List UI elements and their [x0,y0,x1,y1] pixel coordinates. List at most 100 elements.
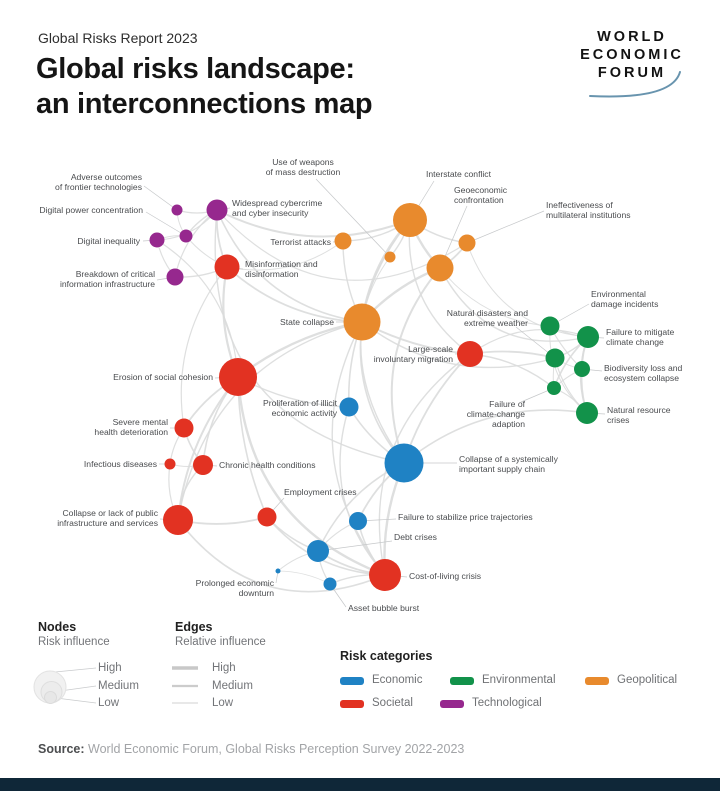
edge-fca-lim [469,353,555,389]
edge-gec-ftm [439,267,589,342]
label-ifd: Infectious diseases [84,459,157,469]
node-bci [166,268,184,286]
edge-bci-cyb [174,209,218,278]
label-ter: Terrorist attacks [270,237,331,247]
label-chc: Chronic health conditions [219,460,316,470]
label-nde: Natural disasters and extreme weather [447,308,528,328]
economic-swatch [340,677,364,685]
legend-node-low: Low [98,697,120,709]
label-din: Digital inequality [77,236,140,246]
legend-nodes-title: Nodes [38,620,77,634]
node-isc [393,203,427,237]
legend-categories-title: Risk categories [340,649,433,663]
label-adv: Adverse outcomes of frontier technologies [55,172,142,192]
node-din [149,232,165,248]
legend-nodes-subtitle: Risk influence [38,636,110,648]
edge-cyb-stc [216,209,363,323]
edge-stc-ero [237,320,363,378]
label-inm: Ineffectiveness of multilateral instituti… [546,200,631,220]
label-isc: Interstate conflict [426,169,492,179]
label-cyb: Widespread cybercrime and cyber insecurit… [232,198,322,218]
edge-stc-col [331,321,386,576]
node-gec [426,254,454,282]
node-ter [334,232,352,250]
node-emp [257,507,277,527]
legend-node-high: High [98,662,122,674]
node-chc [193,455,213,475]
node-adv [171,204,183,216]
edge-ero-din [156,239,239,378]
node-ssc [384,443,424,483]
geopolitical-swatch [585,677,609,685]
node-edi [540,316,560,336]
label-pia: Proliferation of illicit economic activit… [263,398,338,418]
label-emp: Employment crises [284,487,357,497]
node-cyb [206,199,228,221]
interconnections-map: Adverse outcomes of frontier technologies… [39,157,683,613]
societal-swatch [340,700,364,708]
edge-cyb-isc [216,209,411,238]
source-line: Source: World Economic Forum, Global Ris… [38,742,464,756]
label-bci: Breakdown of critical information infrast… [60,269,155,289]
leader-dpc [145,211,187,237]
logo-word-2: ECONOMIC [580,47,684,63]
edge-width-legend-icon [172,666,198,704]
environmental-swatch [450,677,474,685]
label-gec: Geoeconomic confrontation [454,185,508,205]
node-ifd [164,458,176,470]
edge-gec-ssc [390,267,441,464]
node-ero [219,358,257,396]
edge-stc-nde [361,321,556,369]
legend-edges-subtitle: Relative influence [175,636,266,648]
source-text: World Economic Forum, Global Risks Perce… [84,742,465,756]
leader-dbc [317,540,393,552]
label-wmd: Use of weapons of mass destruction [266,157,341,177]
edge-ftm-lim [469,328,589,355]
legend-edge-high: High [212,662,236,674]
label-col: Cost-of-living crisis [409,571,481,581]
leader-inm [466,210,545,244]
edge-mis-smh [180,266,228,429]
node-pia [339,397,359,417]
legend-node-medium: Medium [98,680,139,692]
node-fca [547,381,561,395]
edge-inm-ftm [466,242,589,338]
node-pis [163,505,193,535]
node-nde [545,348,565,368]
label-edi: Environmental damage incidents [591,289,658,309]
title-line-1: Global risks landscape: [36,53,355,85]
label-dpc: Digital power concentration [39,205,143,215]
leader-adv [143,185,178,211]
source-label: Source: [38,742,85,756]
logo-word-1: WORLD [597,29,667,45]
bottom-bar [0,778,720,791]
label-nrc: Natural resource crises [607,405,671,425]
label-ftm: Failure to mitigate climate change [606,327,675,347]
node-wmd [384,251,396,263]
technological-swatch [440,700,464,708]
legend-edge-medium: Medium [212,680,253,692]
label-smh: Severe mental health deterioration [94,417,168,437]
node-fsp [349,512,367,530]
label-abb: Asset bubble burst [348,603,420,613]
label-ssc: Collapse of a systemically important supp… [459,454,559,474]
node-bio [574,361,590,377]
node-smh [174,418,194,438]
node-ftm [577,326,599,348]
node-dbc [307,540,329,562]
edge-gec-edi [439,267,551,327]
node-dpc [179,229,193,243]
edge-pis-col [177,519,386,593]
node-abb [323,577,337,591]
label-fca: Failure of climate-change adaption [467,399,526,429]
label-mis: Misinformation and disinformation [245,259,318,279]
edge-ero-col [236,376,386,577]
label-fsp: Failure to stabilize price trajectories [398,512,533,522]
label-stc: State collapse [280,317,334,327]
logo-word-3: FORUM [597,65,667,81]
label-dbc: Debt crises [394,532,437,542]
wef-logo: WORLD ECONOMIC FORUM [576,28,688,82]
label-bio: Biodiversity loss and ecosystem collapse [604,363,683,383]
report-name: Global Risks Report 2023 [38,30,198,46]
